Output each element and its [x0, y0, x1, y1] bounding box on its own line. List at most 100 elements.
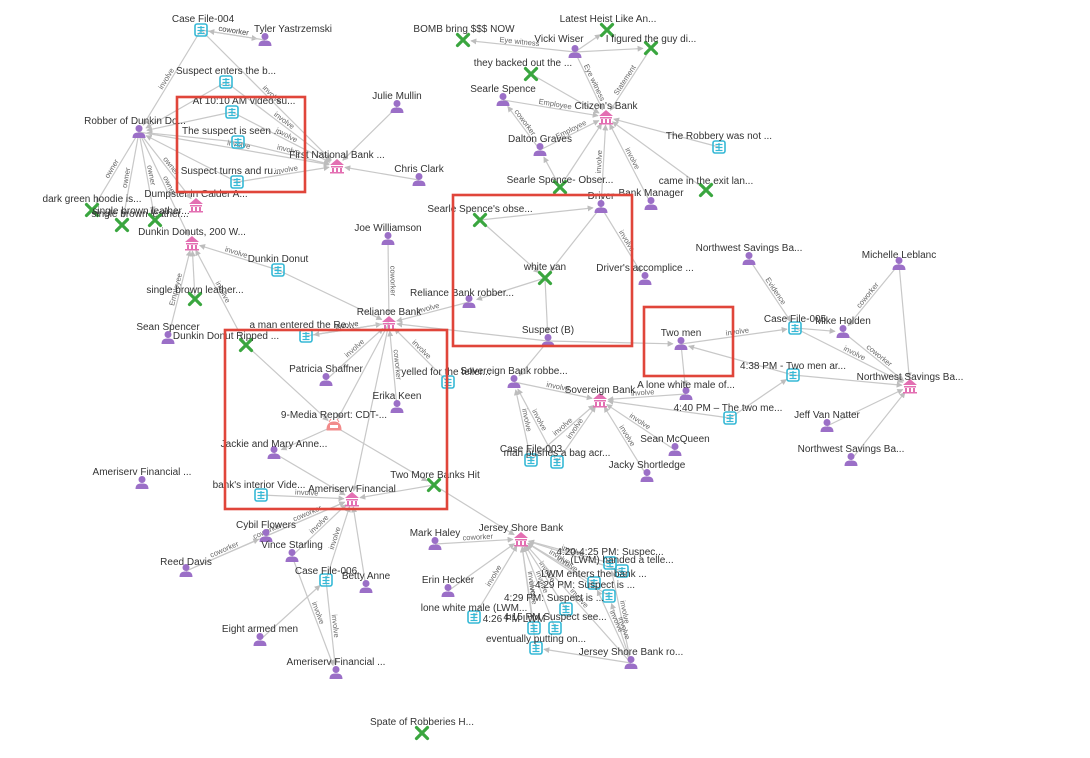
- node-cf006[interactable]: Case File-006: [295, 566, 358, 587]
- person-icon: [161, 331, 175, 344]
- node-patricia[interactable]: Patricia Shaffner: [289, 364, 364, 386]
- node-white_van[interactable]: white van: [523, 262, 566, 286]
- node-two_banks[interactable]: Two More Banks Hit: [390, 470, 480, 493]
- node-jacky[interactable]: Jacky Shortledge: [609, 460, 686, 482]
- node-spate[interactable]: Spate of Robberies H...: [370, 717, 474, 741]
- node-citizens[interactable]: Citizen's Bank: [574, 101, 639, 125]
- node-putting[interactable]: eventually putting on...: [486, 634, 586, 655]
- node-erin[interactable]: Erin Hecker: [422, 575, 475, 597]
- node-interior[interactable]: bank's interior Vide...: [213, 480, 306, 502]
- node-man_bag[interactable]: man pushes a bag acr...: [504, 448, 611, 469]
- node-lwm_enters[interactable]: LWM enters the bank ...: [541, 569, 647, 590]
- node-chris[interactable]: Chris Clark: [394, 164, 445, 186]
- node-michelle[interactable]: Michelle Leblanc: [862, 250, 937, 270]
- node-lwm_handed[interactable]: (LWM) handed a telle...: [570, 555, 674, 578]
- node-nw_savings[interactable]: Northwest Savings Ba...: [857, 372, 964, 394]
- node-lone_lwm[interactable]: lone white male (LWM...: [421, 603, 528, 624]
- node-cf005[interactable]: Case File-005: [764, 314, 827, 335]
- edge-nw_ba1-cf005: [748, 258, 792, 322]
- node-nw_ba2[interactable]: Northwest Savings Ba...: [798, 444, 905, 466]
- node-mark[interactable]: Mark Haley: [410, 528, 461, 550]
- node-sean_sp[interactable]: Sean Spencer: [136, 322, 200, 344]
- node-searle[interactable]: Searle Spence: [470, 84, 536, 106]
- node-dd_doc[interactable]: Dunkin Donut: [248, 254, 309, 277]
- node-eight[interactable]: Eight armed men: [222, 624, 298, 646]
- node-reed[interactable]: Reed Davis: [160, 557, 212, 577]
- node-susp_enters[interactable]: Suspect enters the b...: [176, 66, 276, 89]
- node-t438[interactable]: 4:38 PM - Two men ar...: [740, 361, 846, 382]
- document-icon: [527, 621, 541, 635]
- node-jersey[interactable]: Jersey Shore Bank: [479, 523, 564, 547]
- node-driver[interactable]: Driver: [588, 191, 615, 213]
- node-label: Jackie and Mary Anne...: [221, 439, 328, 450]
- node-ameri_fin2[interactable]: Ameriserv Financial ...: [287, 657, 386, 679]
- node-cf003[interactable]: Case File-003: [500, 444, 563, 467]
- node-lone_white[interactable]: A lone white male of...: [637, 380, 735, 400]
- node-sean_mc[interactable]: Sean McQueen: [640, 434, 710, 456]
- node-cf004[interactable]: Case File-004: [172, 14, 235, 37]
- edge-susp_turns-robber_dd: [145, 135, 238, 183]
- node-label: Suspect turns and ru...: [181, 166, 282, 177]
- node-t429a[interactable]: 4:29 PM: Suspect is ...: [535, 580, 635, 603]
- node-t429b[interactable]: 4:29 PM: Suspect is ...: [504, 593, 604, 616]
- node-dumpster[interactable]: Dumpster in Calder A...: [144, 189, 248, 213]
- node-tyler[interactable]: Tyler Yastrzemski: [254, 24, 332, 46]
- node-sov_robber[interactable]: Sovereign Bank robbe...: [460, 366, 568, 388]
- node-rel_robber[interactable]: Reliance Bank robber...: [410, 288, 514, 308]
- node-susp_seen[interactable]: The suspect is seen ...: [182, 126, 282, 149]
- edge-two_banks-ameriserv: [359, 484, 435, 500]
- node-susp_turns[interactable]: Suspect turns and ru...: [181, 166, 282, 189]
- node-backed[interactable]: they backed out the ...: [474, 58, 572, 82]
- node-two_men[interactable]: Two men: [661, 328, 702, 350]
- node-came_exit[interactable]: came in the exit lan...: [659, 176, 754, 198]
- node-vicki[interactable]: Vicki Wiser: [534, 34, 584, 58]
- node-searle_obs2[interactable]: Searle Spence's obse...: [427, 204, 533, 228]
- node-leather3[interactable]: single brown leather...: [146, 285, 244, 307]
- node-jeff[interactable]: Jeff Van Natter: [794, 410, 861, 432]
- node-driver_acc[interactable]: Driver's accomplice ...: [596, 263, 694, 285]
- node-vince[interactable]: Vince Starling: [261, 540, 323, 562]
- node-reliance[interactable]: Reliance Bank: [357, 307, 422, 331]
- node-label: Jacky Shortledge: [609, 460, 686, 471]
- node-searle_obs1[interactable]: Searle Spence- Obser...: [507, 175, 614, 195]
- node-fnb[interactable]: First National Bank ...: [289, 150, 385, 174]
- node-robbery_not[interactable]: The Robbery was not ...: [666, 131, 772, 154]
- node-bank_mgr[interactable]: Bank Manager: [618, 188, 684, 210]
- node-sovereign[interactable]: Sovereign Bank: [565, 385, 637, 408]
- node-hoodie[interactable]: dark green hoodie is...: [43, 194, 142, 218]
- node-nw_ba1[interactable]: Northwest Savings Ba...: [696, 243, 803, 265]
- node-at1010[interactable]: At 10:10 AM video su...: [193, 96, 296, 119]
- edge-dd_ripped-media: [245, 344, 329, 422]
- node-ameriserv[interactable]: Ameriserv Financial: [308, 484, 396, 507]
- node-t415[interactable]: 4:15 PM Suspect see...: [503, 612, 607, 635]
- node-cybil[interactable]: Cybil Flowers: [236, 520, 296, 542]
- node-betty[interactable]: Betty Anne: [342, 571, 391, 593]
- node-bomb[interactable]: BOMB bring $$$ NOW: [413, 24, 515, 48]
- node-mike[interactable]: Mike Holden: [815, 316, 871, 338]
- node-ameri_fin1[interactable]: Ameriserv Financial ...: [93, 467, 192, 489]
- node-julie[interactable]: Julie Mullin: [372, 91, 422, 113]
- node-joe[interactable]: Joe Williamson: [354, 223, 422, 245]
- node-leather2[interactable]: single brown leather...: [92, 206, 190, 228]
- node-dalton[interactable]: Dalton Graves: [508, 134, 572, 156]
- person-icon: [836, 325, 850, 338]
- node-leather1[interactable]: single brown leather...: [91, 209, 189, 233]
- node-jersey_ro[interactable]: Jersey Shore Bank ro...: [579, 647, 684, 669]
- node-label: Vicki Wiser: [534, 34, 584, 45]
- node-erika[interactable]: Erika Keen: [373, 391, 422, 413]
- edge-label: involve: [335, 319, 359, 332]
- node-robber_dd[interactable]: Robber of Dunkin Do...: [84, 116, 186, 138]
- node-jackie[interactable]: Jackie and Mary Anne...: [221, 439, 328, 459]
- node-t420[interactable]: 4:20-4:25 PM: Suspec...: [556, 547, 664, 570]
- node-media[interactable]: 9-Media Report: CDT-...: [281, 410, 387, 431]
- node-t426[interactable]: 4:26 PM LWM: [483, 614, 546, 635]
- edge-label: Statement: [612, 62, 639, 96]
- edge-driver-driver_acc: [600, 206, 642, 273]
- node-figured[interactable]: I figured the guy di...: [606, 34, 697, 56]
- node-dd200[interactable]: Dunkin Donuts, 200 W...: [138, 227, 246, 251]
- node-latest[interactable]: Latest Heist Like An...: [560, 14, 657, 38]
- edge-suspect_b-two_men: [547, 340, 674, 347]
- node-t440[interactable]: 4:40 PM – The two me...: [674, 403, 783, 425]
- node-suspect_b[interactable]: Suspect (B): [522, 325, 574, 347]
